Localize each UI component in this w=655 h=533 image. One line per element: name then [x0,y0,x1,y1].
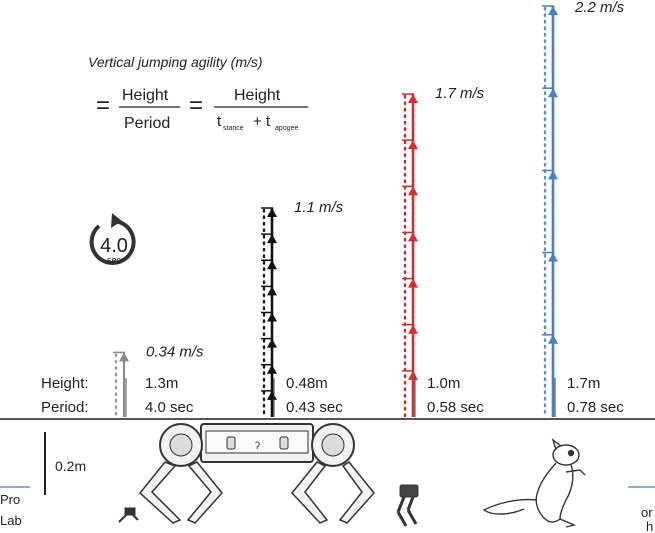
period-value: 0.43 sec [286,399,343,416]
period-value: 0.58 sec [427,399,484,416]
galago-illustration [482,438,586,528]
jump-arrowhead [408,370,418,380]
jump-arrowhead [267,260,277,270]
formula-apogee-subscript: apogee [275,125,298,132]
jump-arrowhead [408,140,418,150]
period-row-label: Period: [41,399,89,416]
period-value: 0.78 sec [567,399,624,416]
height-value: 1.7m [567,375,600,392]
speed-label: 0.34 m/s [146,343,204,360]
formula-numerator-1: Height [122,87,169,104]
jump-arrowhead [267,208,277,217]
edge-text-left-1: Pro [0,492,20,507]
biped-robot-icon [396,484,419,527]
jump-arrowhead [267,390,277,400]
speed-label: 1.1 m/s [294,199,344,216]
small-robot-icon [118,507,139,523]
speed-label: 1.7 m/s [435,85,485,102]
height-value: 1.0m [427,375,460,392]
jump-bar-3: 1.7 m/s 1.0m 0.58 sec [402,85,485,419]
period-value: 4.0 sec [145,399,194,416]
speed-label: 2.2 m/s [574,0,625,16]
edge-text-right-1: or [641,505,653,520]
timer-value: 4.0 [100,235,128,257]
jump-bar-4: 2.2 m/s 1.7m 0.78 sec [542,0,625,419]
timer-unit: sec [107,255,122,265]
formula-t-stance: t [217,113,222,130]
jump-arrowhead [548,334,558,344]
height-row-label: Height: [41,375,89,392]
height-value: 0.48m [286,375,328,392]
jump-arrowhead [267,312,277,322]
jump-arrowhead [548,88,558,98]
scale-bar: 0.2m [44,432,86,495]
formula-stance-subscript: stance [223,125,244,132]
jump-arrowhead [548,170,558,180]
height-value: 1.3m [145,375,178,392]
jump-bar-1: 0.34 m/s 1.3m 4.0 sec [113,343,204,419]
jump-arrowhead [267,234,277,244]
jump-arrowhead [408,278,418,288]
formula-numerator-2: Height [234,87,281,104]
timer-icon: 4.0 sec [89,213,136,265]
edge-text-right-2: h [646,519,653,533]
formula-plus-t: + t [253,113,271,130]
formula-title: Vertical jumping agility (m/s) [88,54,263,70]
jump-arrowhead [548,252,558,262]
jump-bar-2: 1.1 m/s 0.48m 0.43 sec [261,199,344,419]
jump-arrowhead [408,324,418,334]
quadruped-robot-illustration: ʔ [138,423,375,524]
formula-equals-1: = [96,92,110,119]
jump-arrowhead [548,6,558,15]
formula: Vertical jumping agility (m/s) = Height … [88,54,308,132]
jump-arrowhead [408,186,418,196]
formula-equals-2: = [189,92,203,119]
svg-text:ʔ: ʔ [255,441,260,452]
jump-arrowhead [408,94,418,103]
scale-bar-label: 0.2m [55,458,86,474]
jump-arrowhead [267,364,277,374]
formula-denominator-1: Period [124,115,170,132]
jump-arrowhead [267,338,277,348]
jump-arrowhead [408,232,418,242]
edge-text-left-2: Lab [0,513,22,528]
jump-arrowhead [119,352,129,362]
jump-arrowhead [267,286,277,296]
